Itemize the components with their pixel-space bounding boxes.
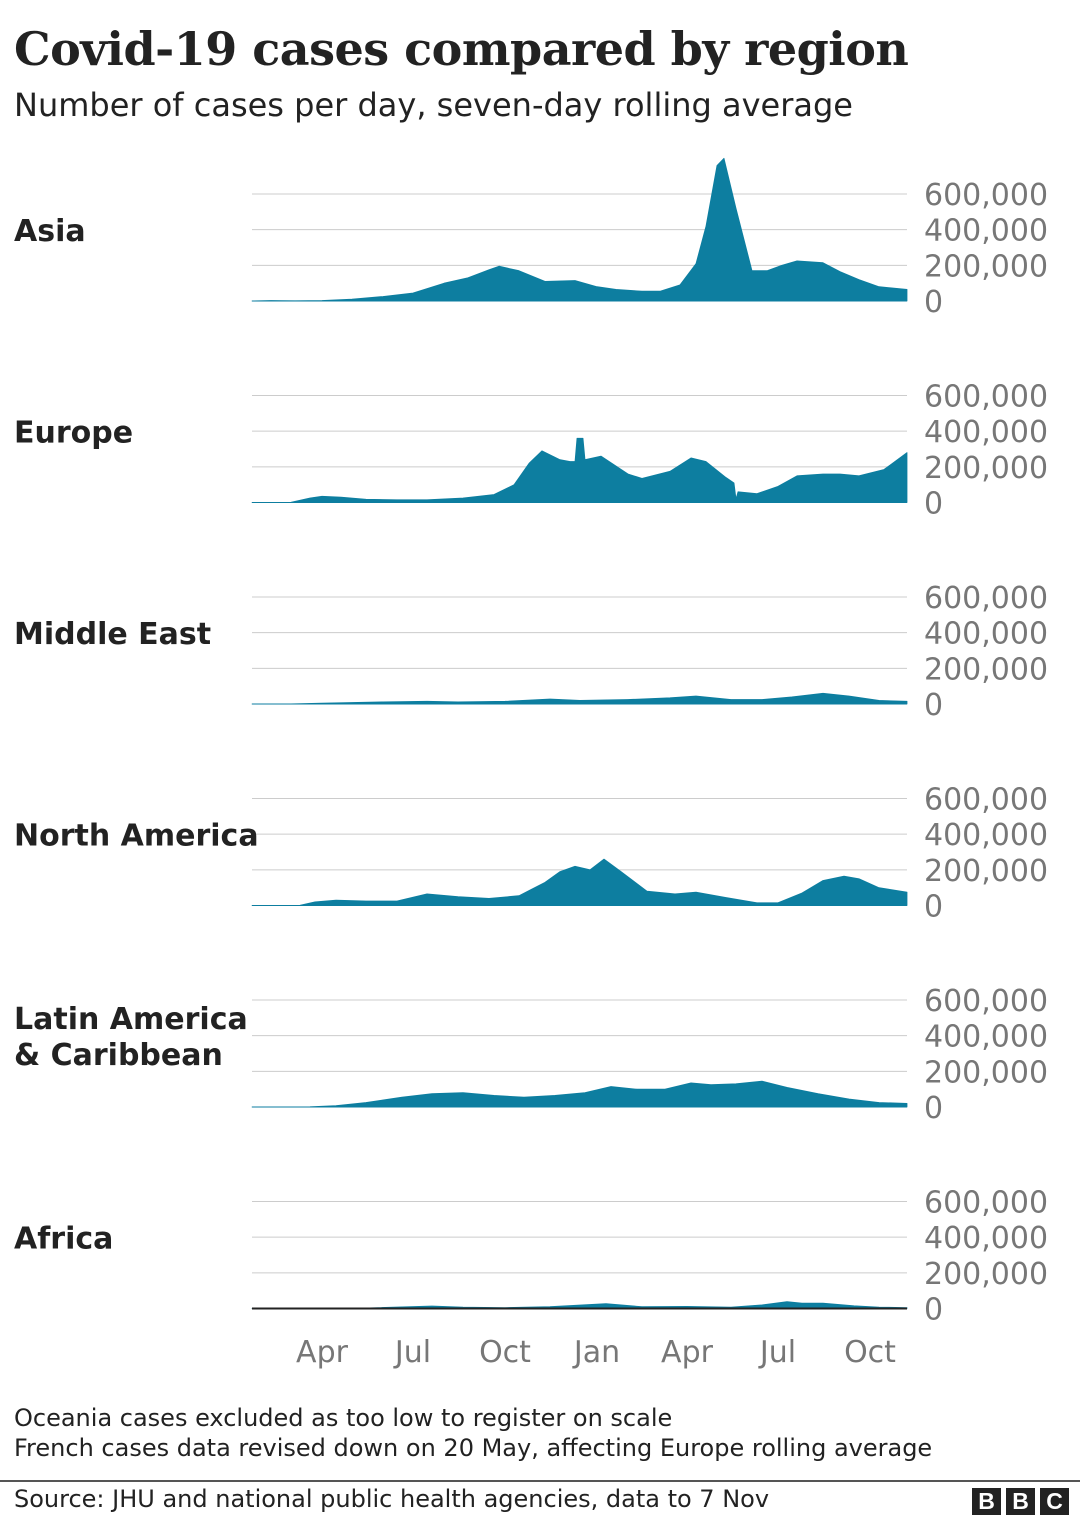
area-series (251, 157, 908, 302)
region-label: Middle East (14, 617, 211, 652)
area-series (251, 1080, 908, 1108)
y-tick-label: 0 (924, 688, 943, 723)
y-tick-label: 400,000 (924, 617, 1048, 652)
y-tick-label: 0 (924, 1091, 943, 1126)
region-label: & Caribbean (14, 1038, 223, 1073)
y-tick-label: 200,000 (924, 249, 1048, 284)
region-label: Europe (14, 416, 133, 451)
area-series (251, 437, 908, 503)
y-tick-label: 0 (924, 285, 943, 320)
note-oceania: Oceania cases excluded as too low to reg… (14, 1404, 673, 1432)
y-tick-label: 200,000 (924, 1055, 1048, 1090)
y-tick-label: 400,000 (924, 1221, 1048, 1256)
area-series (251, 692, 908, 705)
area-series (251, 858, 908, 906)
y-tick-label: 600,000 (924, 1186, 1048, 1221)
area-series (251, 1301, 908, 1309)
y-tick-label: 0 (924, 487, 943, 522)
y-tick-label: 400,000 (924, 1020, 1048, 1055)
x-tick-label: Apr (296, 1335, 349, 1370)
region-label: Latin America (14, 1002, 248, 1037)
bbc-logo-letter: B (1006, 1488, 1035, 1515)
y-tick-label: 400,000 (924, 214, 1048, 249)
region-label: North America (14, 819, 259, 854)
y-tick-label: 0 (924, 1293, 943, 1328)
x-tick-label: Oct (479, 1335, 531, 1370)
y-tick-label: 600,000 (924, 984, 1048, 1019)
y-tick-label: 400,000 (924, 818, 1048, 853)
bbc-logo-letter: B (972, 1488, 1001, 1515)
y-tick-label: 600,000 (924, 783, 1048, 818)
y-tick-label: 200,000 (924, 652, 1048, 687)
y-tick-label: 200,000 (924, 854, 1048, 889)
y-tick-label: 0 (924, 890, 943, 925)
bbc-logo: B B C (972, 1488, 1069, 1515)
bbc-logo-letter: C (1040, 1488, 1069, 1515)
region-label: Africa (14, 1222, 113, 1257)
y-tick-label: 200,000 (924, 451, 1048, 486)
x-tick-label: Jul (393, 1335, 431, 1370)
x-tick-label: Jan (572, 1335, 620, 1370)
y-tick-label: 600,000 (924, 178, 1048, 213)
x-tick-label: Jul (758, 1335, 796, 1370)
y-tick-label: 600,000 (924, 380, 1048, 415)
y-tick-label: 600,000 (924, 581, 1048, 616)
x-tick-label: Oct (844, 1335, 896, 1370)
chart-title: Covid-19 cases compared by region (14, 22, 909, 76)
note-french-revision: French cases data revised down on 20 May… (14, 1434, 933, 1462)
footer-divider (0, 1480, 1080, 1482)
y-tick-label: 200,000 (924, 1257, 1048, 1292)
y-tick-label: 400,000 (924, 415, 1048, 450)
x-tick-label: Apr (661, 1335, 714, 1370)
chart-subtitle: Number of cases per day, seven-day rolli… (14, 86, 853, 124)
region-label: Asia (14, 214, 86, 249)
source-text: Source: JHU and national public health a… (14, 1485, 770, 1513)
